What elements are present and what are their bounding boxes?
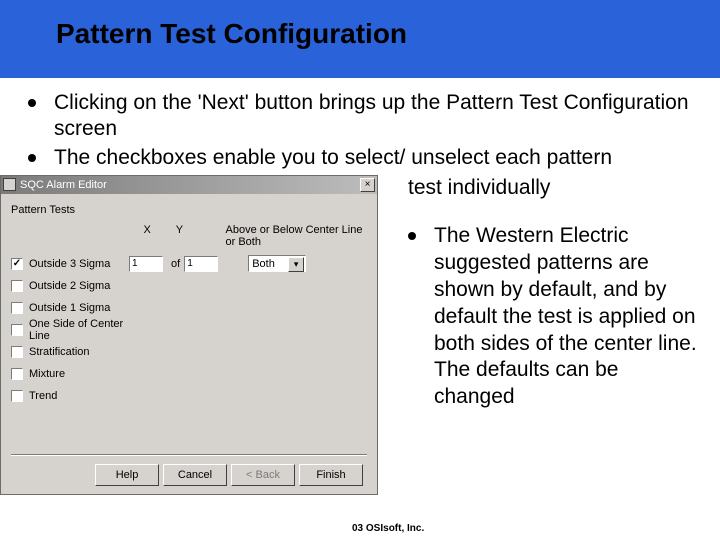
pattern-label: Outside 3 Sigma bbox=[29, 258, 129, 270]
close-icon[interactable]: × bbox=[360, 178, 375, 192]
separator bbox=[11, 454, 367, 456]
pattern-rows: ✓ Outside 3 Sigma of Both Outside 2 Sigma Out… bbox=[11, 254, 367, 406]
bullet-item: The checkboxes enable you to select/ uns… bbox=[28, 145, 700, 171]
copyright-text: 03 OSIsoft, Inc. bbox=[352, 523, 424, 534]
col-y: Y bbox=[163, 224, 195, 248]
pattern-label: Outside 1 Sigma bbox=[29, 302, 129, 314]
dialog-title: SQC Alarm Editor bbox=[20, 179, 360, 191]
pattern-row: ✓ Outside 3 Sigma of Both bbox=[11, 254, 367, 274]
pattern-row: Stratification bbox=[11, 342, 367, 362]
pattern-label: One Side of Center Line bbox=[29, 318, 129, 342]
pattern-row: Outside 2 Sigma bbox=[11, 276, 367, 296]
bullet-icon bbox=[408, 232, 416, 240]
slide-title-bar: Pattern Test Configuration bbox=[0, 0, 720, 78]
pattern-row: Trend bbox=[11, 386, 367, 406]
right-bullet-text: The Western Electric suggested patterns … bbox=[434, 223, 700, 411]
sqc-dialog: SQC Alarm Editor × Pattern Tests X Y Abo… bbox=[0, 175, 378, 495]
pattern-label: Mixture bbox=[29, 368, 129, 380]
app-icon bbox=[3, 178, 16, 191]
of-label: of bbox=[171, 258, 180, 270]
pattern-checkbox[interactable] bbox=[11, 302, 23, 314]
bullet-icon bbox=[28, 99, 36, 107]
right-bullet-item: The Western Electric suggested patterns … bbox=[408, 223, 700, 411]
column-headers: X Y Above or Below Center Line or Both bbox=[11, 224, 367, 248]
finish-button[interactable]: Finish bbox=[299, 464, 363, 486]
pattern-row: One Side of Center Line bbox=[11, 320, 367, 340]
y-input[interactable] bbox=[184, 256, 218, 272]
slide-title: Pattern Test Configuration bbox=[56, 18, 407, 49]
dialog-buttons: Help Cancel < Back Finish bbox=[11, 464, 367, 486]
continuation-text: test individually bbox=[408, 175, 700, 201]
top-bullet-list: Clicking on the 'Next' button brings up … bbox=[28, 90, 700, 171]
help-button[interactable]: Help bbox=[95, 464, 159, 486]
pattern-label: Trend bbox=[29, 390, 129, 402]
bullet-item: Clicking on the 'Next' button brings up … bbox=[28, 90, 700, 143]
pattern-label: Outside 2 Sigma bbox=[29, 280, 129, 292]
cancel-button[interactable]: Cancel bbox=[163, 464, 227, 486]
pattern-row: Mixture bbox=[11, 364, 367, 384]
slide-content: Clicking on the 'Next' button brings up … bbox=[0, 78, 720, 495]
right-column: test individually The Western Electric s… bbox=[378, 175, 700, 495]
bullet-text: The checkboxes enable you to select/ uns… bbox=[54, 145, 612, 171]
pattern-checkbox[interactable] bbox=[11, 368, 23, 380]
pattern-checkbox[interactable] bbox=[11, 390, 23, 402]
side-dropdown[interactable]: Both bbox=[248, 255, 306, 272]
bullet-text: Clicking on the 'Next' button brings up … bbox=[54, 90, 700, 143]
pattern-label: Stratification bbox=[29, 346, 129, 358]
col-above-below: Above or Below Center Line or Both bbox=[226, 224, 368, 248]
group-label: Pattern Tests bbox=[11, 204, 367, 216]
lower-region: SQC Alarm Editor × Pattern Tests X Y Abo… bbox=[28, 175, 700, 495]
bullet-icon bbox=[28, 154, 36, 162]
back-button[interactable]: < Back bbox=[231, 464, 295, 486]
pattern-row: Outside 1 Sigma bbox=[11, 298, 367, 318]
x-input[interactable] bbox=[129, 256, 163, 272]
pattern-checkbox[interactable] bbox=[11, 324, 23, 336]
pattern-checkbox[interactable]: ✓ bbox=[11, 258, 23, 270]
pattern-checkbox[interactable] bbox=[11, 280, 23, 292]
pattern-checkbox[interactable] bbox=[11, 346, 23, 358]
col-x: X bbox=[131, 224, 163, 248]
dialog-titlebar: SQC Alarm Editor × bbox=[1, 176, 377, 194]
dialog-body: Pattern Tests X Y Above or Below Center … bbox=[1, 194, 377, 494]
